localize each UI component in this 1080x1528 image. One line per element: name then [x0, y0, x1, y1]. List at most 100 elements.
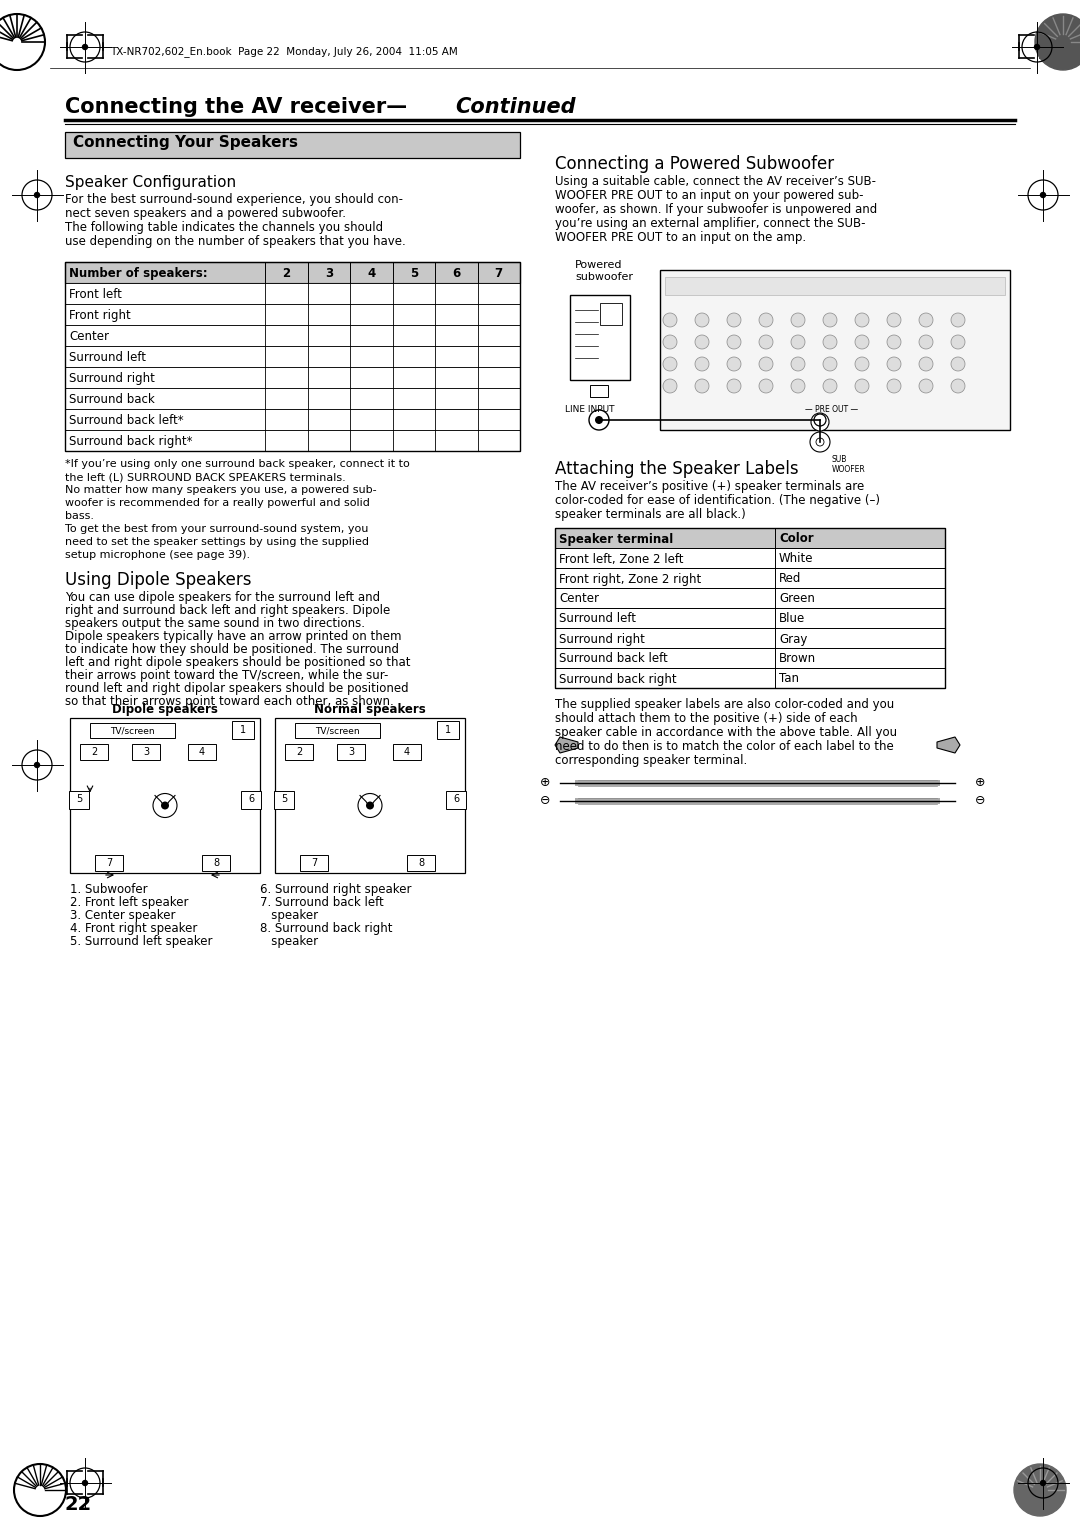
Text: To get the best from your surround-sound system, you: To get the best from your surround-sound…: [65, 524, 368, 533]
Text: left and right dipole speakers should be positioned so that: left and right dipole speakers should be…: [65, 656, 410, 669]
Text: Surround back right: Surround back right: [559, 672, 677, 686]
Text: speaker terminals are all black.): speaker terminals are all black.): [555, 507, 746, 521]
Circle shape: [823, 379, 837, 393]
Circle shape: [663, 379, 677, 393]
Text: need to set the speaker settings by using the supplied: need to set the speaker settings by usin…: [65, 536, 369, 547]
Bar: [69, 790, 89, 808]
Text: Brown: Brown: [779, 652, 816, 666]
Circle shape: [82, 44, 87, 49]
Text: 8. Surround back right: 8. Surround back right: [260, 921, 392, 935]
Bar: [70, 718, 260, 872]
Circle shape: [855, 358, 869, 371]
Text: Surround back left: Surround back left: [559, 652, 667, 666]
Text: speakers output the same sound in two directions.: speakers output the same sound in two di…: [65, 617, 365, 630]
Text: 7: 7: [495, 267, 503, 280]
Text: Powered
subwoofer: Powered subwoofer: [575, 260, 633, 281]
Text: Surround back: Surround back: [69, 393, 154, 406]
Circle shape: [1040, 1481, 1045, 1485]
Bar: [65, 429, 519, 451]
Circle shape: [82, 1481, 87, 1485]
Bar: [65, 261, 519, 283]
Bar: [555, 568, 945, 588]
Circle shape: [919, 358, 933, 371]
Text: — PRE OUT —: — PRE OUT —: [805, 405, 859, 414]
Text: 5: 5: [281, 795, 287, 805]
Text: 2: 2: [282, 267, 291, 280]
Text: 5: 5: [409, 267, 418, 280]
Circle shape: [35, 193, 40, 197]
Text: Dipole speakers typically have an arrow printed on them: Dipole speakers typically have an arrow …: [65, 630, 402, 643]
Text: Surround right: Surround right: [559, 633, 645, 645]
Text: Gray: Gray: [779, 633, 808, 645]
Text: 6. Surround right speaker: 6. Surround right speaker: [260, 883, 411, 895]
Text: woofer, as shown. If your subwoofer is unpowered and: woofer, as shown. If your subwoofer is u…: [555, 203, 877, 215]
Text: Center: Center: [69, 330, 109, 342]
Circle shape: [696, 379, 708, 393]
Bar: [437, 721, 459, 740]
Text: right and surround back left and right speakers. Dipole: right and surround back left and right s…: [65, 604, 390, 617]
Circle shape: [951, 313, 966, 327]
Text: 6: 6: [453, 795, 459, 805]
Bar: [65, 410, 519, 429]
Bar: [132, 744, 160, 759]
Bar: [65, 367, 519, 388]
Bar: [590, 385, 608, 397]
Text: TV/screen: TV/screen: [315, 726, 360, 735]
Text: need to do then is to match the color of each label to the: need to do then is to match the color of…: [555, 740, 894, 753]
Bar: [285, 744, 313, 759]
Text: 5. Surround left speaker: 5. Surround left speaker: [70, 935, 213, 947]
Bar: [202, 856, 230, 871]
Text: 3: 3: [325, 267, 333, 280]
Text: ⊖: ⊖: [975, 795, 985, 807]
Bar: [660, 270, 1010, 429]
Text: Center: Center: [559, 593, 599, 605]
Bar: [65, 283, 519, 304]
Text: bass.: bass.: [65, 510, 94, 521]
Bar: [337, 744, 365, 759]
Text: Connecting Your Speakers: Connecting Your Speakers: [73, 136, 298, 150]
Circle shape: [951, 335, 966, 348]
Text: WOOFER PRE OUT to an input on the amp.: WOOFER PRE OUT to an input on the amp.: [555, 231, 806, 244]
Text: SUB
WOOFER: SUB WOOFER: [832, 455, 866, 474]
Circle shape: [759, 335, 773, 348]
Text: Tan: Tan: [779, 672, 799, 686]
Circle shape: [1035, 44, 1039, 49]
Text: Speaker terminal: Speaker terminal: [559, 532, 673, 545]
Polygon shape: [937, 736, 960, 753]
Circle shape: [35, 762, 40, 767]
Bar: [407, 856, 435, 871]
Bar: [65, 388, 519, 410]
Circle shape: [589, 410, 609, 429]
Text: Using a suitable cable, connect the AV receiver’s SUB-: Using a suitable cable, connect the AV r…: [555, 176, 876, 188]
Text: 4: 4: [404, 747, 410, 756]
Text: The following table indicates the channels you should: The following table indicates the channe…: [65, 222, 383, 234]
Bar: [275, 718, 465, 872]
Circle shape: [696, 335, 708, 348]
Text: should attach them to the positive (+) side of each: should attach them to the positive (+) s…: [555, 712, 858, 724]
Text: speaker: speaker: [260, 909, 319, 921]
Circle shape: [663, 358, 677, 371]
Circle shape: [696, 313, 708, 327]
Text: Front left, Zone 2 left: Front left, Zone 2 left: [559, 553, 684, 565]
Polygon shape: [555, 736, 578, 753]
Text: 22: 22: [65, 1494, 92, 1514]
Text: Front left: Front left: [69, 287, 122, 301]
Text: Surround left: Surround left: [69, 351, 146, 364]
Circle shape: [823, 313, 837, 327]
Text: 2. Front left speaker: 2. Front left speaker: [70, 895, 189, 909]
Bar: [555, 648, 945, 668]
Text: 3: 3: [143, 747, 149, 756]
Bar: [295, 723, 380, 738]
Bar: [90, 723, 175, 738]
Circle shape: [919, 313, 933, 327]
Circle shape: [816, 439, 824, 446]
Text: round left and right dipolar speakers should be positioned: round left and right dipolar speakers sh…: [65, 681, 408, 695]
Text: You can use dipole speakers for the surround left and: You can use dipole speakers for the surr…: [65, 591, 380, 604]
Text: 6: 6: [453, 267, 460, 280]
Circle shape: [951, 379, 966, 393]
Circle shape: [161, 802, 168, 810]
Text: 7: 7: [311, 859, 318, 868]
Text: 4: 4: [199, 747, 205, 756]
Text: Surround left: Surround left: [559, 613, 636, 625]
Text: The supplied speaker labels are also color-coded and you: The supplied speaker labels are also col…: [555, 698, 894, 711]
